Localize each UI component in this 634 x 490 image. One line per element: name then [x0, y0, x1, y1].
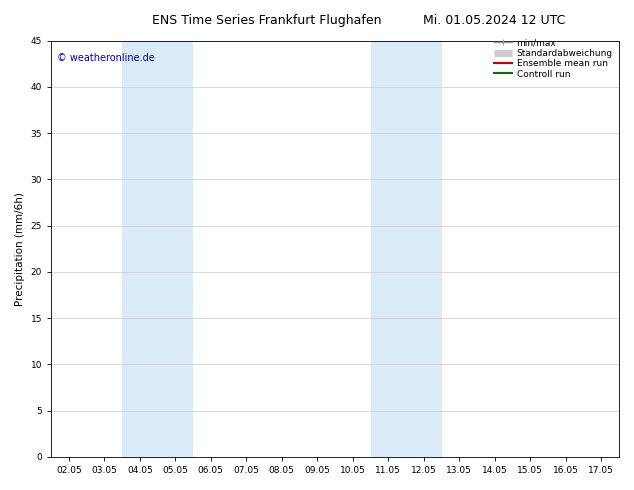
Bar [122, 41, 193, 457]
Legend: min/max, Standardabweichung, Ensemble mean run, Controll run: min/max, Standardabweichung, Ensemble me… [492, 37, 614, 80]
Bar [370, 41, 441, 457]
Text: Mi. 01.05.2024 12 UTC: Mi. 01.05.2024 12 UTC [424, 14, 566, 27]
Text: © weatheronline.de: © weatheronline.de [57, 53, 155, 63]
Y-axis label: Precipitation (mm/6h): Precipitation (mm/6h) [15, 192, 25, 306]
Text: ENS Time Series Frankfurt Flughafen: ENS Time Series Frankfurt Flughafen [152, 14, 381, 27]
